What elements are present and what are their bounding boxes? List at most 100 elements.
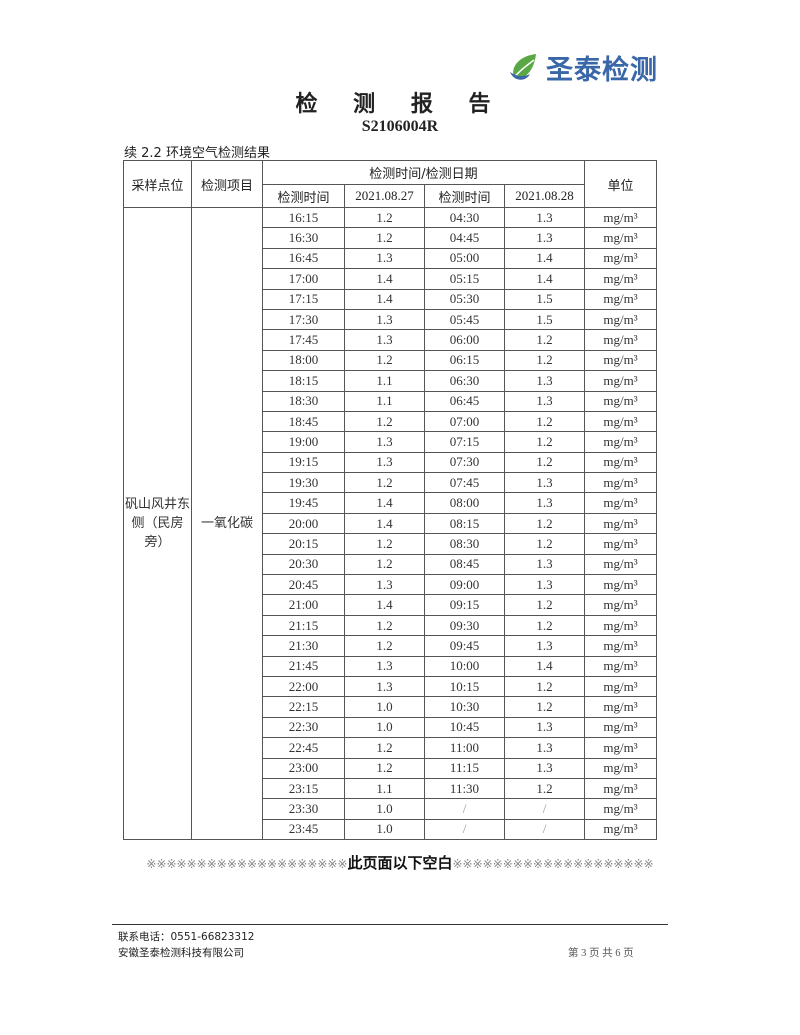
report-code: S2106004R bbox=[361, 118, 439, 135]
time-cell-0827: 19:30 bbox=[262, 472, 345, 494]
time-cell-0827: 19:00 bbox=[262, 431, 345, 453]
logo-text: 圣泰检测 bbox=[546, 55, 658, 86]
unit-cell: mg/m³ bbox=[584, 614, 657, 637]
blank-page-notice: ※※※※※※※※※※※※※※※※※※※※此页面以下空白※※※※※※※※※※※※※… bbox=[0, 852, 800, 873]
leaf-logo-icon bbox=[510, 53, 536, 80]
value-cell-0827: 1.2 bbox=[344, 472, 425, 494]
table-row: 22:00 1.3 10:15 1.2 mg/m³ bbox=[124, 675, 657, 698]
value-cell-0828: 1.3 bbox=[504, 227, 585, 249]
time-cell-0827: 23:15 bbox=[262, 777, 345, 800]
time-cell-0828: 10:30 bbox=[424, 696, 505, 718]
value-cell-0828: 1.2 bbox=[504, 614, 585, 637]
table-row: 17:15 1.4 05:30 1.5 mg/m³ bbox=[124, 288, 657, 310]
value-cell-0827: 1.2 bbox=[344, 349, 425, 372]
value-cell-0828: 1.4 bbox=[504, 268, 585, 290]
header-time1: 检测时间 bbox=[262, 184, 345, 208]
time-cell-0828: 08:45 bbox=[424, 553, 505, 576]
value-cell-0827: 1.3 bbox=[344, 574, 425, 596]
time-cell-0828: 06:00 bbox=[424, 329, 505, 351]
time-cell-0828: 10:45 bbox=[424, 716, 505, 739]
time-cell-0828: 05:30 bbox=[424, 288, 505, 310]
time-cell-0827: 21:45 bbox=[262, 655, 345, 677]
time-cell-0827: 19:15 bbox=[262, 451, 345, 474]
time-cell-0827: 22:15 bbox=[262, 696, 345, 718]
value-cell-0828: 1.3 bbox=[504, 206, 585, 229]
time-cell-0828: 11:30 bbox=[424, 777, 505, 800]
header-date2: 2021.08.28 bbox=[504, 184, 585, 208]
unit-cell: mg/m³ bbox=[584, 757, 657, 779]
time-cell-0827: 19:45 bbox=[262, 492, 345, 514]
value-cell-0828: 1.3 bbox=[504, 492, 585, 514]
value-cell-0828: 1.2 bbox=[504, 329, 585, 351]
value-cell-0827: 1.0 bbox=[344, 798, 425, 820]
time-cell-0827: 18:45 bbox=[262, 410, 345, 433]
value-cell-0827: 1.2 bbox=[344, 614, 425, 637]
unit-cell: mg/m³ bbox=[584, 451, 657, 474]
value-cell-0827: 1.2 bbox=[344, 635, 425, 657]
time-cell-0828: 07:45 bbox=[424, 472, 505, 494]
time-cell-0827: 22:45 bbox=[262, 737, 345, 759]
unit-cell: mg/m³ bbox=[584, 635, 657, 657]
time-cell-0827: 23:00 bbox=[262, 757, 345, 779]
unit-cell: mg/m³ bbox=[584, 594, 657, 616]
blank-notice-text: 此页面以下空白 bbox=[347, 854, 453, 872]
value-cell-0827: 1.2 bbox=[344, 737, 425, 759]
table-caption: 续 2.2 环境空气检测结果 bbox=[124, 146, 270, 161]
time-cell-0827: 16:15 bbox=[262, 206, 345, 229]
unit-cell: mg/m³ bbox=[584, 553, 657, 576]
time-cell-0828: 09:15 bbox=[424, 594, 505, 616]
header-unit: 单位 bbox=[584, 160, 657, 208]
time-cell-0828: 10:00 bbox=[424, 655, 505, 677]
table-row: 17:30 1.3 05:45 1.5 mg/m³ bbox=[124, 308, 657, 331]
unit-cell: mg/m³ bbox=[584, 247, 657, 270]
table-row: 18:15 1.1 06:30 1.3 mg/m³ bbox=[124, 370, 657, 392]
unit-cell: mg/m³ bbox=[584, 288, 657, 310]
time-cell-0828: 05:15 bbox=[424, 268, 505, 290]
time-cell-0828: 05:45 bbox=[424, 308, 505, 331]
time-cell-0828: 11:15 bbox=[424, 757, 505, 779]
time-cell-0828: 07:30 bbox=[424, 451, 505, 474]
value-cell-0827: 1.1 bbox=[344, 370, 425, 392]
table-row: 20:45 1.3 09:00 1.3 mg/m³ bbox=[124, 574, 657, 596]
value-cell-0828: 1.2 bbox=[504, 451, 585, 474]
time-cell-0827: 18:00 bbox=[262, 349, 345, 372]
unit-cell: mg/m³ bbox=[584, 818, 657, 841]
unit-cell: mg/m³ bbox=[584, 737, 657, 759]
value-cell-0828: 1.2 bbox=[504, 533, 585, 555]
value-cell-0827: 1.0 bbox=[344, 696, 425, 718]
value-cell-0828: 1.2 bbox=[504, 696, 585, 718]
unit-cell: mg/m³ bbox=[584, 329, 657, 351]
unit-cell: mg/m³ bbox=[584, 512, 657, 535]
sampling-location: 矾山风井东侧（民房旁） bbox=[123, 206, 192, 841]
header-group: 检测时间/检测日期 bbox=[262, 160, 585, 185]
unit-cell: mg/m³ bbox=[584, 410, 657, 433]
results-table: 采样点位 检测项目 检测时间/检测日期 单位 检测时间 2021.08.27 检… bbox=[123, 160, 657, 841]
unit-cell: mg/m³ bbox=[584, 675, 657, 698]
time-cell-0828: 07:15 bbox=[424, 431, 505, 453]
time-cell-0828: / bbox=[424, 818, 505, 841]
unit-cell: mg/m³ bbox=[584, 798, 657, 820]
time-cell-0827: 17:45 bbox=[262, 329, 345, 351]
time-cell-0827: 16:45 bbox=[262, 247, 345, 270]
unit-cell: mg/m³ bbox=[584, 349, 657, 372]
time-cell-0828: 06:15 bbox=[424, 349, 505, 372]
time-cell-0828: 09:30 bbox=[424, 614, 505, 637]
unit-cell: mg/m³ bbox=[584, 574, 657, 596]
unit-cell: mg/m³ bbox=[584, 533, 657, 555]
value-cell-0828: 1.2 bbox=[504, 594, 585, 616]
table-row: 19:15 1.3 07:30 1.2 mg/m³ bbox=[124, 451, 657, 474]
unit-cell: mg/m³ bbox=[584, 716, 657, 739]
unit-cell: mg/m³ bbox=[584, 370, 657, 392]
value-cell-0828: 1.2 bbox=[504, 512, 585, 535]
time-cell-0827: 23:30 bbox=[262, 798, 345, 820]
table-row: 21:15 1.2 09:30 1.2 mg/m³ bbox=[124, 614, 657, 637]
table-row: 17:00 1.4 05:15 1.4 mg/m³ bbox=[124, 268, 657, 290]
table-row: 21:30 1.2 09:45 1.3 mg/m³ bbox=[124, 635, 657, 657]
header-location: 采样点位 bbox=[123, 160, 192, 208]
time-cell-0827: 18:15 bbox=[262, 370, 345, 392]
time-cell-0827: 20:30 bbox=[262, 553, 345, 576]
unit-cell: mg/m³ bbox=[584, 390, 657, 412]
time-cell-0827: 20:15 bbox=[262, 533, 345, 555]
value-cell-0828: 1.3 bbox=[504, 757, 585, 779]
table-row: 22:15 1.0 10:30 1.2 mg/m³ bbox=[124, 696, 657, 718]
